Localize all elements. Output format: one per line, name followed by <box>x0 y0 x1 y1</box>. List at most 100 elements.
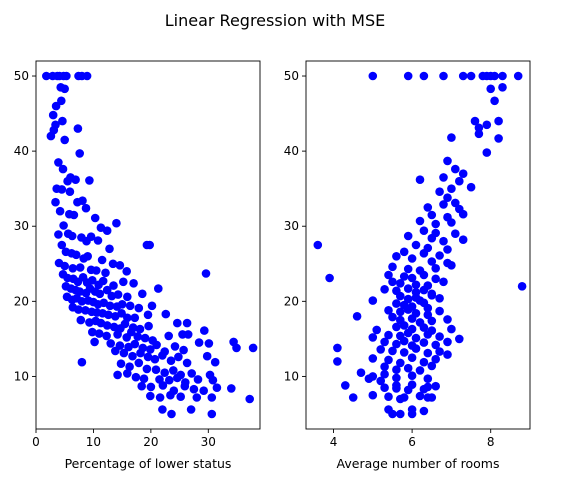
data-point <box>129 279 138 288</box>
data-point <box>90 213 100 223</box>
data-point <box>113 290 123 299</box>
data-point <box>182 318 192 328</box>
data-point <box>419 338 429 347</box>
data-point <box>69 210 79 220</box>
data-point <box>396 307 405 317</box>
data-point <box>189 384 199 394</box>
data-point <box>65 187 75 196</box>
data-point <box>431 340 441 350</box>
data-point <box>474 123 484 133</box>
data-point <box>111 346 120 356</box>
data-point <box>152 340 161 350</box>
data-point <box>128 351 137 361</box>
data-point <box>164 331 173 341</box>
data-point <box>443 350 452 359</box>
data-point <box>144 321 153 331</box>
data-point <box>439 200 448 209</box>
data-point <box>451 198 460 208</box>
data-point <box>135 324 145 334</box>
data-point <box>427 316 437 326</box>
data-point <box>325 273 334 283</box>
data-point <box>419 71 429 81</box>
y-tick-label: 10 <box>14 369 29 383</box>
data-point <box>419 249 429 258</box>
data-point <box>439 277 448 287</box>
data-point <box>364 374 374 384</box>
data-point <box>498 71 507 81</box>
data-point <box>376 345 386 354</box>
data-point <box>232 343 241 353</box>
data-point <box>466 182 476 192</box>
data-point <box>122 267 131 276</box>
data-point <box>396 279 405 288</box>
data-point <box>396 358 405 368</box>
data-point <box>356 368 366 378</box>
data-point <box>158 351 167 360</box>
data-point <box>407 371 417 381</box>
data-point <box>384 392 393 402</box>
data-point <box>474 129 484 139</box>
data-point <box>399 348 409 357</box>
data-point <box>419 357 429 367</box>
data-point <box>431 274 441 284</box>
data-point <box>146 391 155 401</box>
data-point <box>169 366 178 375</box>
data-point <box>207 393 217 402</box>
data-point <box>101 268 110 278</box>
data-point <box>451 229 460 238</box>
data-point <box>74 305 83 314</box>
data-point <box>443 245 452 254</box>
data-point <box>119 348 129 358</box>
data-point <box>138 289 147 299</box>
data-point <box>392 365 401 375</box>
data-point <box>137 381 146 391</box>
data-point <box>166 356 176 366</box>
data-point <box>419 323 429 332</box>
data-point <box>415 366 425 375</box>
data-point <box>368 71 378 81</box>
data-point <box>490 96 499 106</box>
data-point <box>93 236 103 245</box>
data-point <box>399 247 409 257</box>
data-point <box>207 409 217 419</box>
data-point <box>57 185 67 194</box>
data-point <box>396 409 405 419</box>
data-point <box>75 263 85 272</box>
data-point <box>143 352 153 362</box>
data-point <box>415 175 425 184</box>
data-point <box>458 71 468 81</box>
data-point <box>403 328 413 338</box>
data-point <box>140 333 150 343</box>
data-point <box>455 176 464 186</box>
data-point <box>458 235 468 244</box>
data-point <box>130 339 140 349</box>
data-point <box>384 355 393 365</box>
data-point <box>333 343 342 353</box>
data-point <box>372 325 382 335</box>
y-tick-label: 20 <box>284 294 299 308</box>
data-point <box>423 330 433 339</box>
data-point <box>411 333 421 343</box>
data-point <box>443 193 452 202</box>
data-point <box>388 312 397 322</box>
data-point <box>92 266 101 275</box>
data-point <box>388 277 397 287</box>
data-point <box>60 135 69 145</box>
axes-frame <box>305 60 531 430</box>
data-point <box>95 289 105 299</box>
data-point <box>145 240 154 250</box>
data-point <box>57 240 67 250</box>
data-point <box>88 276 97 285</box>
data-point <box>411 280 421 290</box>
data-point <box>427 210 437 220</box>
data-point <box>210 357 220 367</box>
data-point <box>348 393 358 402</box>
data-point <box>143 310 153 320</box>
data-point <box>403 305 413 314</box>
data-point <box>380 369 389 379</box>
x-tick-label: 10 <box>86 435 101 449</box>
data-point <box>396 291 405 301</box>
data-point <box>68 264 78 273</box>
data-point <box>117 300 127 309</box>
